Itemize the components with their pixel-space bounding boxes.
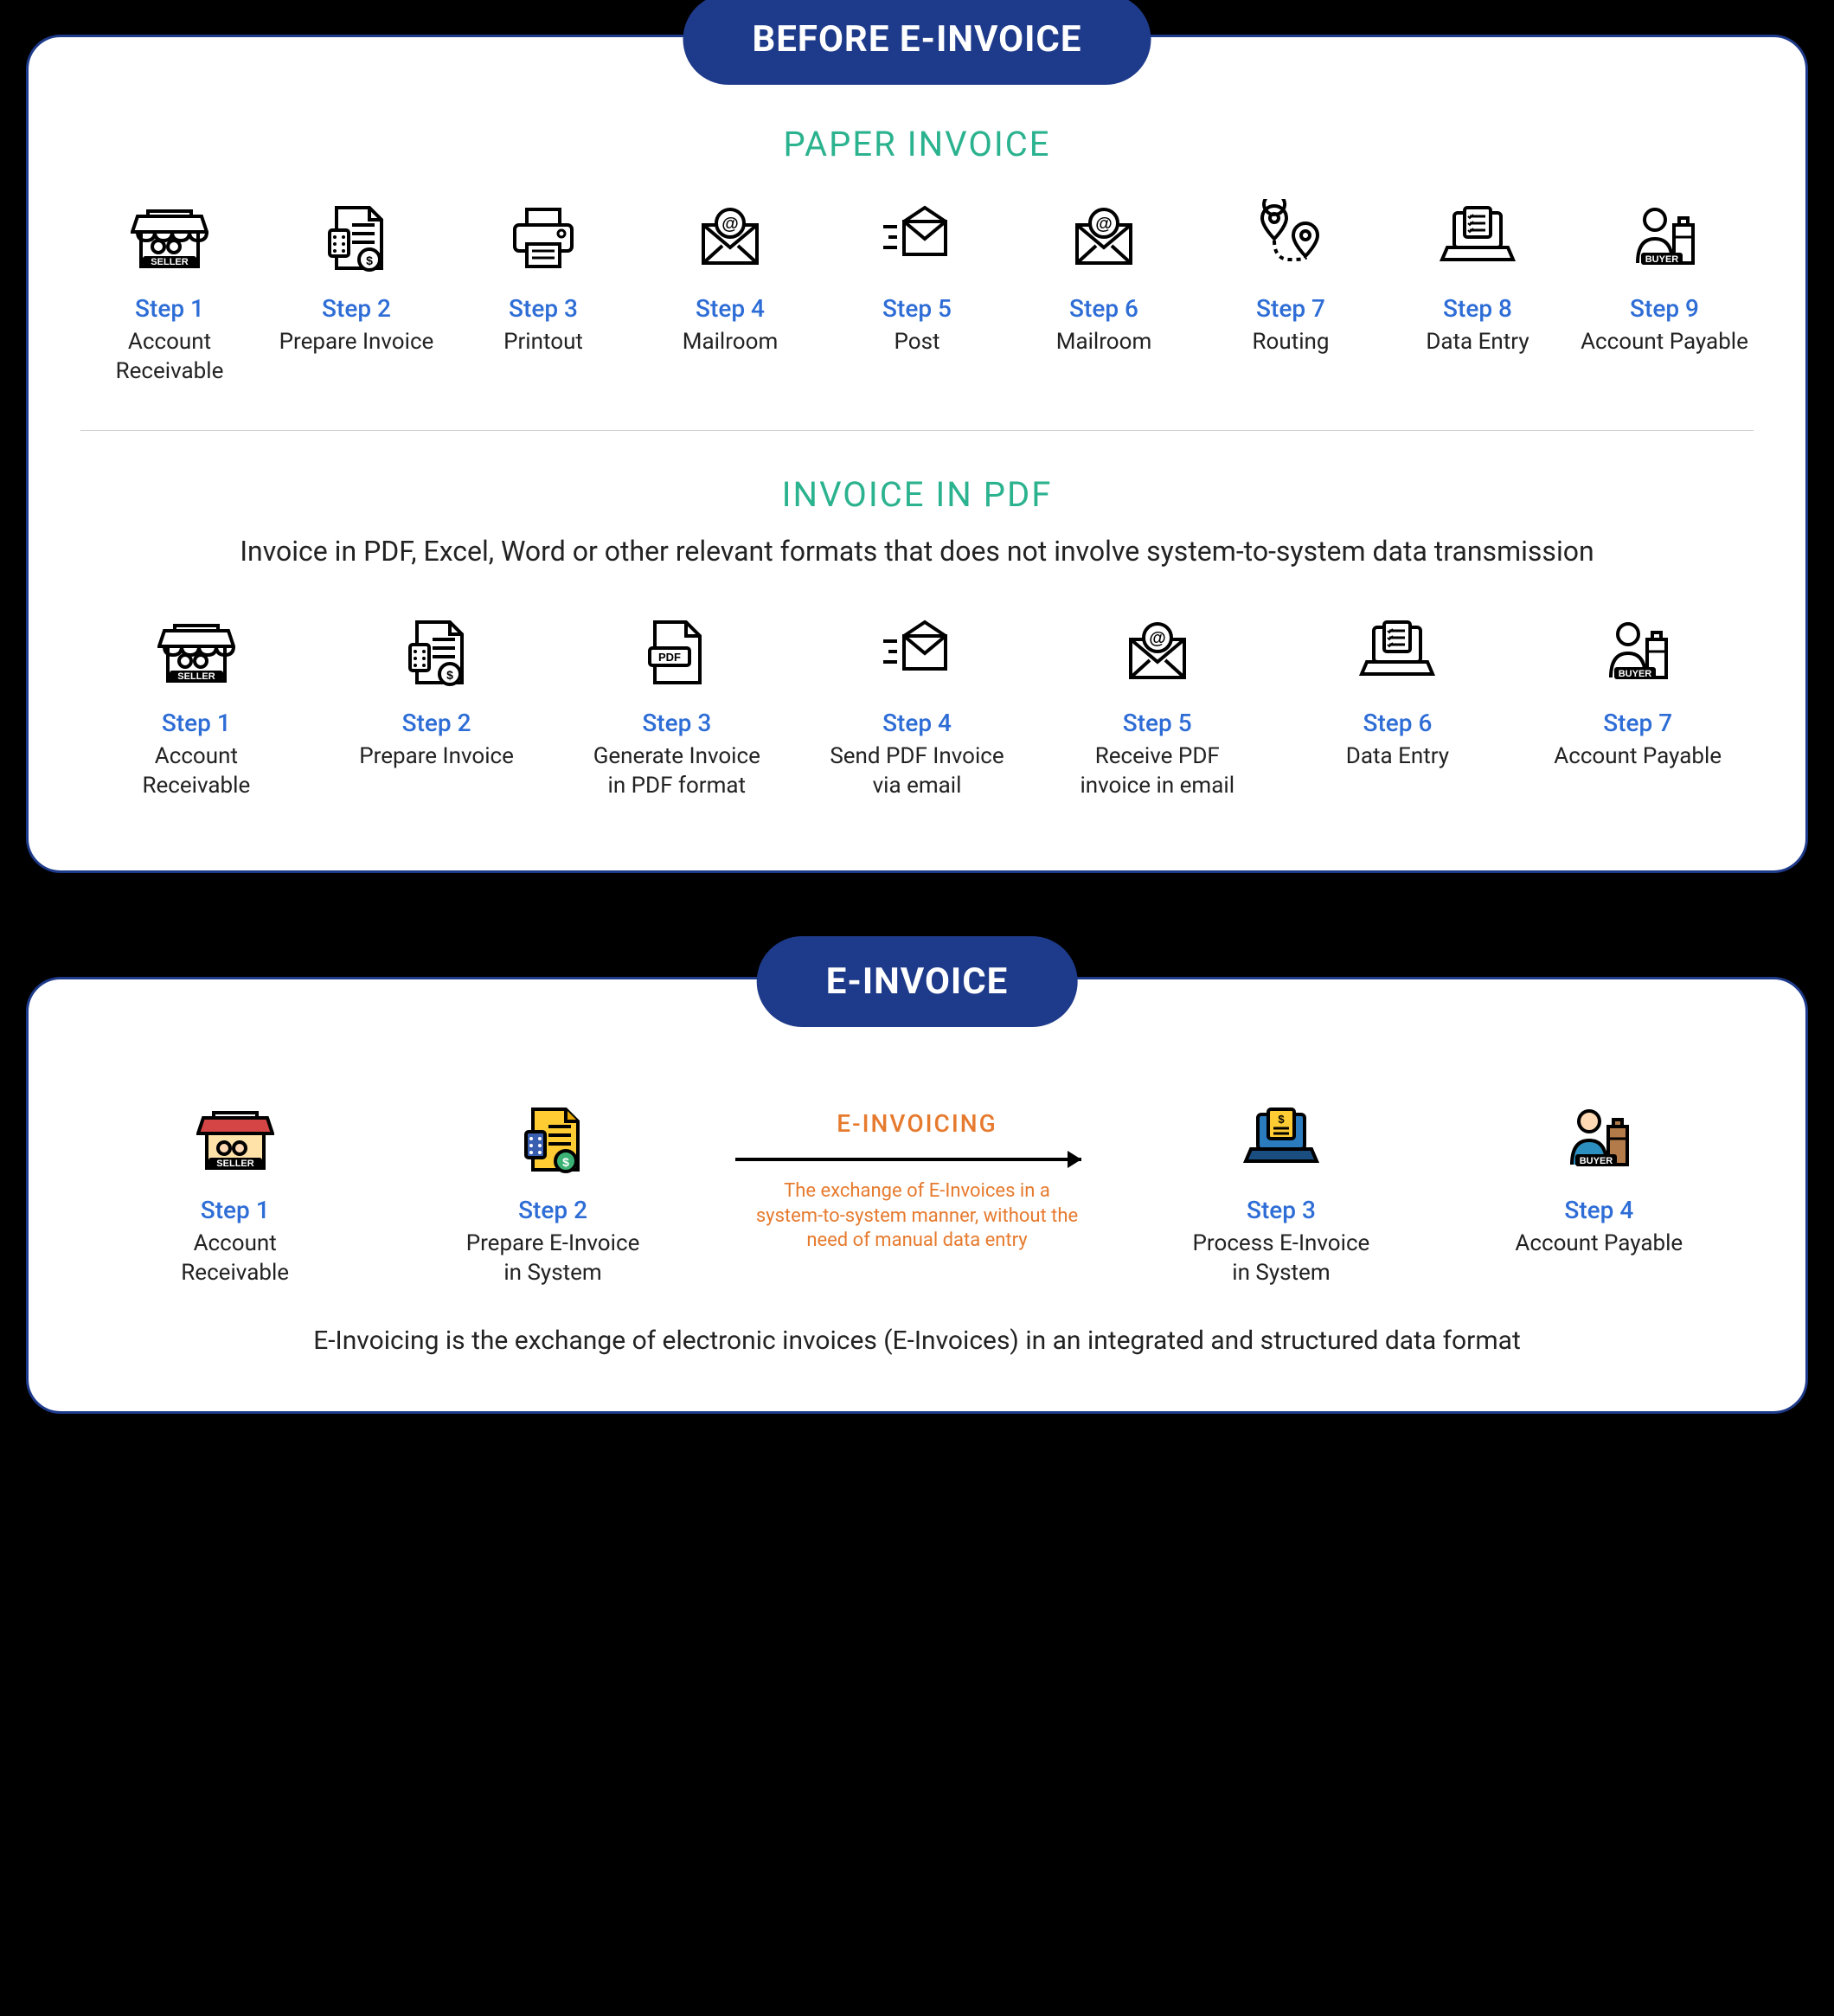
einvoice-step-3: Step 3 Process E-Invoice in System <box>1126 1092 1435 1288</box>
step-number: Step 3 <box>642 709 711 737</box>
invoice-doc-icon <box>317 190 395 286</box>
step-description: Account Receivable <box>140 1230 330 1288</box>
pdf-invoice-subtitle: Invoice in PDF, Excel, Word or other rel… <box>225 532 1609 571</box>
step-description: Account Receivable <box>101 742 292 801</box>
step-number: Step 1 <box>201 1196 270 1224</box>
before-header-pill: BEFORE E-INVOICE <box>683 0 1151 85</box>
laptop-list-icon <box>1358 605 1436 700</box>
step-number: Step 5 <box>882 294 952 323</box>
step-number: Step 1 <box>162 709 231 737</box>
envelope-send-icon <box>878 605 956 700</box>
envelope-send-icon <box>878 190 956 286</box>
process-step: Step 4 Mailroom <box>641 190 819 387</box>
step-description: Data Entry <box>1346 742 1449 772</box>
einvoicing-arrow-block: E-INVOICING The exchange of E-Invoices i… <box>716 1092 1119 1254</box>
step-number: Step 2 <box>402 709 471 737</box>
pdf-file-icon <box>638 605 715 700</box>
step-description: Prepare Invoice <box>359 742 514 772</box>
step-description: Post <box>895 328 940 357</box>
seller-icon <box>131 190 208 286</box>
step-description: Printout <box>503 328 583 357</box>
step-number: Step 2 <box>518 1196 587 1224</box>
einvoice-bottom-note: E-Invoicing is the exchange of electroni… <box>268 1323 1566 1359</box>
process-step: Step 9 Account Payable <box>1575 190 1754 387</box>
step-number: Step 7 <box>1603 709 1672 737</box>
step-number: Step 2 <box>322 294 391 323</box>
laptop-list-icon <box>1439 190 1517 286</box>
step-description: Data Entry <box>1426 328 1529 357</box>
paper-steps-row: Step 1 Account Receivable Step 2 Prepare In… <box>80 190 1754 387</box>
process-step: Step 6 Mailroom <box>1015 190 1193 387</box>
process-step: Step 6 Data Entry <box>1282 605 1514 801</box>
section-divider <box>80 430 1754 431</box>
einvoice-step-4: Step 4 Account Payable <box>1445 1092 1754 1259</box>
process-step: Step 1 Account Receivable <box>80 605 312 801</box>
envelope-at-icon <box>1119 605 1196 700</box>
step-description: Process E-Invoice in System <box>1186 1230 1376 1288</box>
process-step: Step 3 Generate Invoice in PDF format <box>561 605 792 801</box>
process-step: Step 5 Receive PDF invoice in email <box>1042 605 1273 801</box>
buyer-color-icon <box>1560 1092 1638 1187</box>
printer-icon <box>504 190 582 286</box>
process-step: Step 7 Account Payable <box>1522 605 1754 801</box>
paper-invoice-title: PAPER INVOICE <box>80 124 1754 164</box>
process-step: Step 3 Printout <box>454 190 632 387</box>
step-number: Step 6 <box>1363 709 1433 737</box>
einvoice-header-pill: E-INVOICE <box>757 936 1078 1027</box>
einvoice-step-2: Step 2 Prepare E-Invoice in System <box>398 1092 707 1288</box>
step-description: Account Receivable <box>80 328 259 387</box>
step-number: Step 3 <box>1247 1196 1316 1224</box>
process-step: Step 2 Prepare Invoice <box>267 190 446 387</box>
step-number: Step 9 <box>1630 294 1699 323</box>
step-number: Step 7 <box>1256 294 1325 323</box>
step-description: Generate Invoice in PDF format <box>581 742 772 801</box>
step-description: Mailroom <box>683 328 779 357</box>
step-description: Account Payable <box>1515 1230 1683 1259</box>
process-step: Step 1 Account Receivable <box>80 190 259 387</box>
process-step: Step 4 Send PDF Invoice via email <box>801 605 1033 801</box>
process-step: Step 8 Data Entry <box>1388 190 1567 387</box>
envelope-at-icon <box>1065 190 1143 286</box>
step-number: Step 4 <box>882 709 952 737</box>
process-step: Step 7 Routing <box>1202 190 1380 387</box>
buyer-icon <box>1599 605 1677 700</box>
step-description: Account Payable <box>1554 742 1722 772</box>
seller-icon <box>157 605 235 700</box>
step-number: Step 6 <box>1069 294 1138 323</box>
step-description: Receive PDF invoice in email <box>1062 742 1253 801</box>
step-description: Account Payable <box>1581 328 1748 357</box>
step-number: Step 3 <box>509 294 578 323</box>
step-number: Step 1 <box>135 294 204 323</box>
step-description: Prepare Invoice <box>279 328 434 357</box>
before-einvoice-panel: BEFORE E-INVOICE PAPER INVOICE Step 1Acc… <box>26 35 1808 873</box>
process-step: Step 5 Post <box>828 190 1006 387</box>
route-pins-icon <box>1252 190 1330 286</box>
pdf-steps-row: Step 1 Account Receivable Step 2 Prepare In… <box>80 605 1754 801</box>
einvoice-step-1: Step 1 Account Receivable <box>80 1092 389 1288</box>
step-description: Routing <box>1253 328 1330 357</box>
einvoice-steps-row: Step 1 Account Receivable Step 2 Prepare… <box>80 1092 1754 1288</box>
laptop-color-icon <box>1242 1092 1320 1187</box>
pdf-invoice-title: INVOICE IN PDF <box>80 474 1754 515</box>
step-number: Step 4 <box>696 294 765 323</box>
invoice-doc-icon <box>398 605 476 700</box>
step-number: Step 5 <box>1123 709 1192 737</box>
arrow-icon <box>735 1146 1099 1172</box>
einvoice-panel: E-INVOICE Step 1 Account Receivable Step… <box>26 977 1808 1414</box>
step-description: Prepare E-Invoice in System <box>458 1230 648 1288</box>
step-number: Step 4 <box>1564 1196 1633 1224</box>
invoice-doc-color-icon <box>514 1092 592 1187</box>
process-step: Step 2 Prepare Invoice <box>321 605 553 801</box>
einvoicing-arrow-title: E-INVOICING <box>837 1109 997 1138</box>
step-number: Step 8 <box>1443 294 1512 323</box>
envelope-at-icon <box>691 190 769 286</box>
seller-color-icon <box>196 1092 274 1187</box>
step-description: Send PDF Invoice via email <box>822 742 1012 801</box>
einvoicing-arrow-desc: The exchange of E-Invoices in a system-t… <box>753 1179 1081 1254</box>
step-description: Mailroom <box>1056 328 1152 357</box>
buyer-icon <box>1626 190 1703 286</box>
